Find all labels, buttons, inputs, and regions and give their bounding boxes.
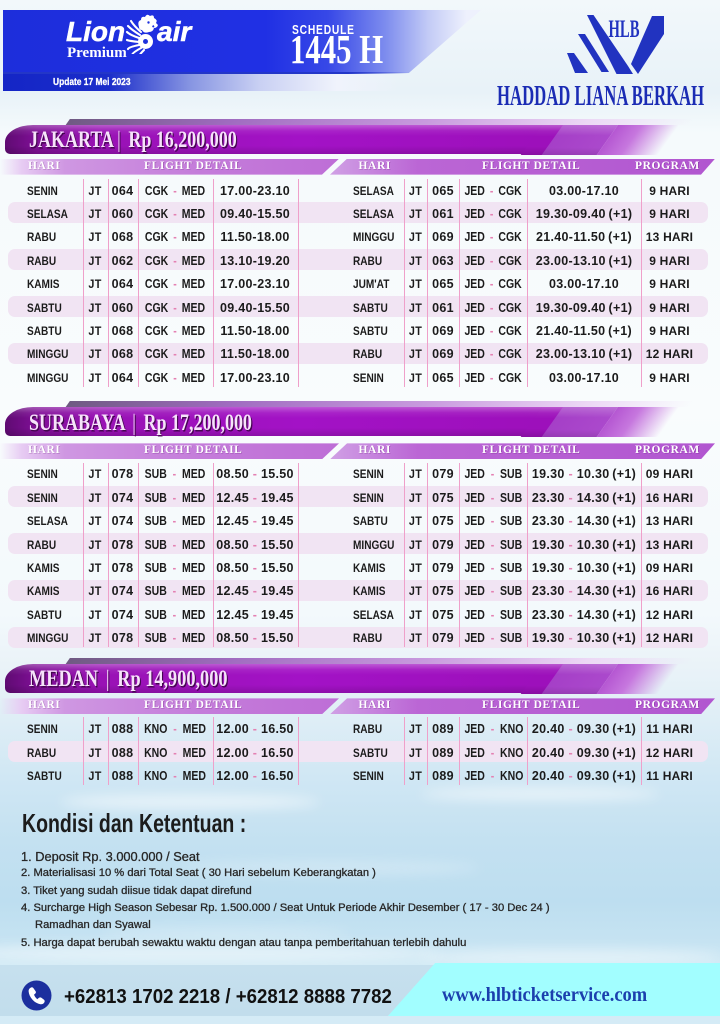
svg-text:HLB: HLB: [609, 16, 640, 43]
